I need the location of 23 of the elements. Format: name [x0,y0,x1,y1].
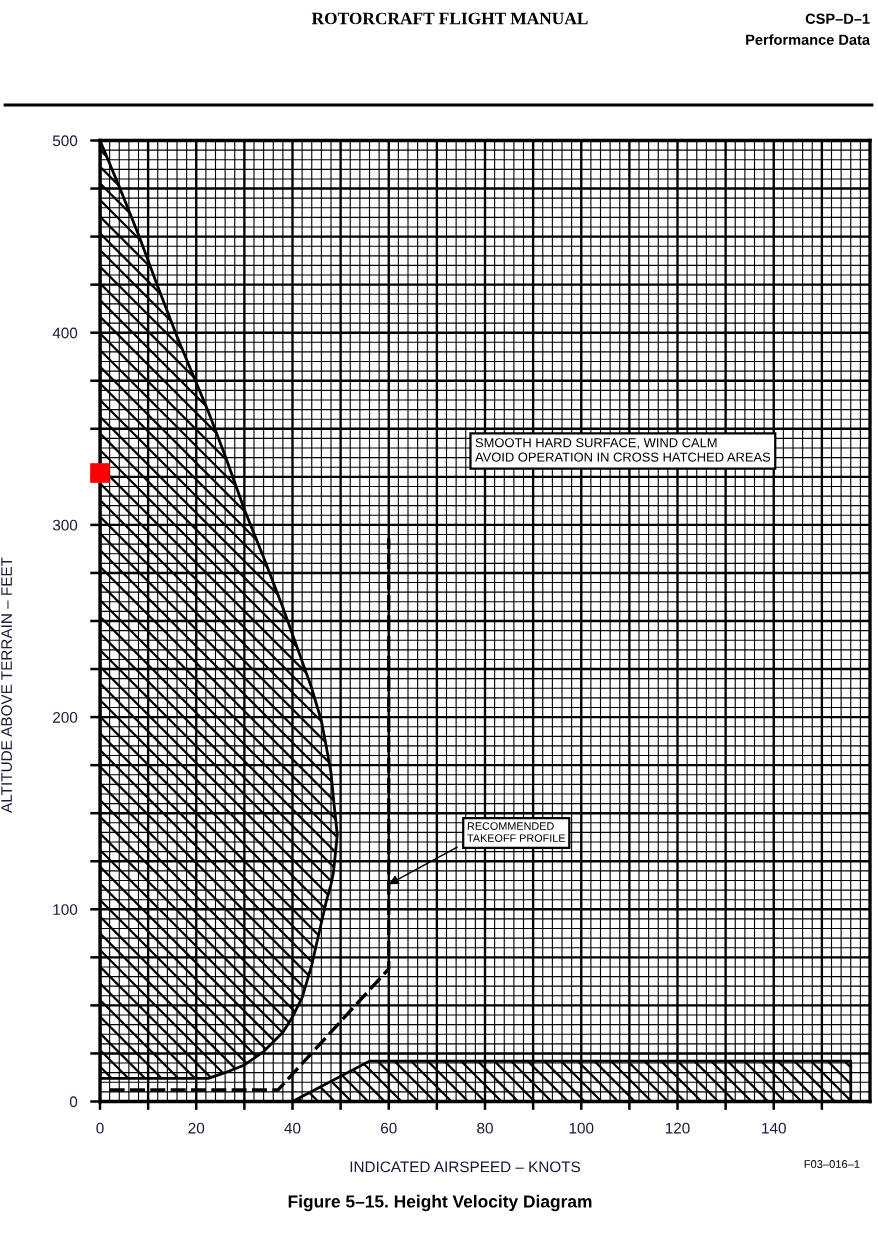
text: CSP–D–1 [805,13,870,24]
x-axis-title: INDICATED AIRSPEED – KNOTS [350,1161,581,1173]
x-tick-label: 80 [477,1122,493,1134]
annotation: RECOMMENDED TAKEOFF PROFILE [467,822,566,842]
x-tick-label: 0 [96,1122,104,1134]
text: Performance Data [746,34,871,45]
annotation: SMOOTH HARD SURFACE, WIND CALM AVOID OPERATION IN CROSS HATCHED AREAS [475,438,771,462]
y-tick-label: 400 [52,327,78,339]
y-tick-label: 500 [52,135,78,147]
x-tick-label: 40 [284,1122,301,1134]
x-tick-label: 60 [381,1122,397,1134]
x-tick-label: 20 [188,1122,205,1134]
y-axis-title: ALTITUDE ABOVE TERRAIN – FEET [1,557,12,813]
text: Figure 5–15. Height Velocity Diagram [288,1194,592,1212]
x-tick-label: 140 [762,1122,786,1134]
y-tick-label: 0 [69,1096,78,1108]
text: F03–016–1 [804,1160,860,1168]
y-tick-label: 200 [53,711,78,723]
y-tick-label: 100 [53,904,78,915]
x-tick-label: 100 [569,1122,594,1134]
text: ROTORCRAFT FLIGHT MANUAL [311,12,588,25]
x-tick-label: 120 [665,1122,690,1134]
y-tick-label: 300 [52,519,78,531]
